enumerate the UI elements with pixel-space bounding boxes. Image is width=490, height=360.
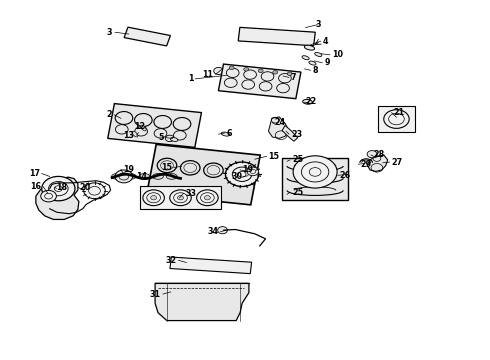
Polygon shape [282, 126, 298, 141]
Circle shape [225, 162, 259, 186]
Text: 26: 26 [340, 171, 351, 180]
Text: 16: 16 [30, 181, 41, 190]
Circle shape [273, 71, 278, 74]
FancyBboxPatch shape [170, 257, 252, 274]
Circle shape [287, 72, 292, 76]
Text: 4: 4 [323, 37, 329, 46]
Text: 15: 15 [161, 163, 171, 172]
Text: 18: 18 [56, 183, 68, 192]
Ellipse shape [132, 131, 138, 137]
Text: 1: 1 [188, 75, 193, 84]
Text: 25: 25 [292, 156, 303, 165]
Circle shape [84, 183, 105, 199]
Ellipse shape [302, 56, 309, 60]
Ellipse shape [112, 174, 122, 179]
Text: 31: 31 [150, 289, 161, 298]
Text: 24: 24 [274, 118, 286, 127]
Text: 34: 34 [208, 227, 219, 236]
Text: 21: 21 [393, 108, 405, 117]
Text: 13: 13 [123, 131, 135, 140]
Text: 33: 33 [185, 189, 196, 198]
Text: 25: 25 [292, 188, 303, 197]
FancyBboxPatch shape [124, 27, 171, 46]
Text: 27: 27 [392, 158, 403, 167]
Circle shape [42, 176, 75, 201]
Text: 9: 9 [324, 58, 330, 67]
Text: 3: 3 [315, 19, 321, 28]
Ellipse shape [303, 99, 313, 104]
FancyBboxPatch shape [238, 27, 315, 46]
Ellipse shape [309, 61, 316, 65]
Ellipse shape [139, 174, 150, 179]
Text: 15: 15 [269, 152, 279, 161]
Ellipse shape [171, 138, 178, 141]
Text: 8: 8 [313, 66, 318, 75]
Circle shape [229, 66, 234, 69]
Circle shape [258, 69, 263, 73]
Text: 29: 29 [360, 160, 371, 169]
Polygon shape [36, 177, 79, 220]
Text: 32: 32 [166, 256, 176, 265]
FancyBboxPatch shape [140, 186, 220, 210]
Ellipse shape [153, 174, 163, 179]
Text: 12: 12 [134, 122, 145, 131]
Text: 20: 20 [80, 183, 91, 192]
Text: 2: 2 [106, 110, 112, 119]
Polygon shape [269, 117, 289, 138]
Text: 10: 10 [332, 50, 343, 59]
Text: 28: 28 [373, 150, 384, 159]
FancyBboxPatch shape [282, 158, 348, 200]
Ellipse shape [315, 53, 322, 57]
Ellipse shape [166, 174, 177, 179]
Circle shape [247, 167, 259, 176]
Circle shape [115, 170, 133, 183]
Text: 19: 19 [242, 166, 253, 175]
Circle shape [41, 190, 56, 202]
Circle shape [151, 195, 157, 200]
FancyBboxPatch shape [219, 64, 301, 99]
FancyBboxPatch shape [147, 144, 260, 205]
Text: 19: 19 [123, 165, 134, 174]
Text: 14: 14 [136, 172, 147, 181]
Circle shape [214, 67, 223, 75]
Polygon shape [155, 283, 249, 320]
Circle shape [293, 156, 337, 188]
Ellipse shape [125, 174, 136, 179]
Text: 22: 22 [306, 97, 317, 106]
Text: 3: 3 [107, 28, 112, 37]
Ellipse shape [141, 125, 146, 131]
Text: 11: 11 [202, 70, 213, 79]
Text: 5: 5 [158, 133, 164, 142]
Text: 7: 7 [291, 73, 296, 82]
Text: 23: 23 [291, 130, 302, 139]
Circle shape [218, 226, 227, 234]
Circle shape [244, 68, 248, 71]
Ellipse shape [221, 132, 230, 136]
Circle shape [204, 195, 210, 200]
Circle shape [367, 150, 377, 158]
Circle shape [165, 135, 174, 141]
Ellipse shape [304, 45, 315, 50]
Text: 17: 17 [29, 169, 40, 178]
Circle shape [177, 195, 183, 200]
FancyBboxPatch shape [108, 104, 201, 147]
FancyBboxPatch shape [378, 105, 415, 132]
Text: 6: 6 [226, 129, 232, 138]
Text: 30: 30 [231, 172, 242, 181]
Polygon shape [367, 155, 388, 171]
